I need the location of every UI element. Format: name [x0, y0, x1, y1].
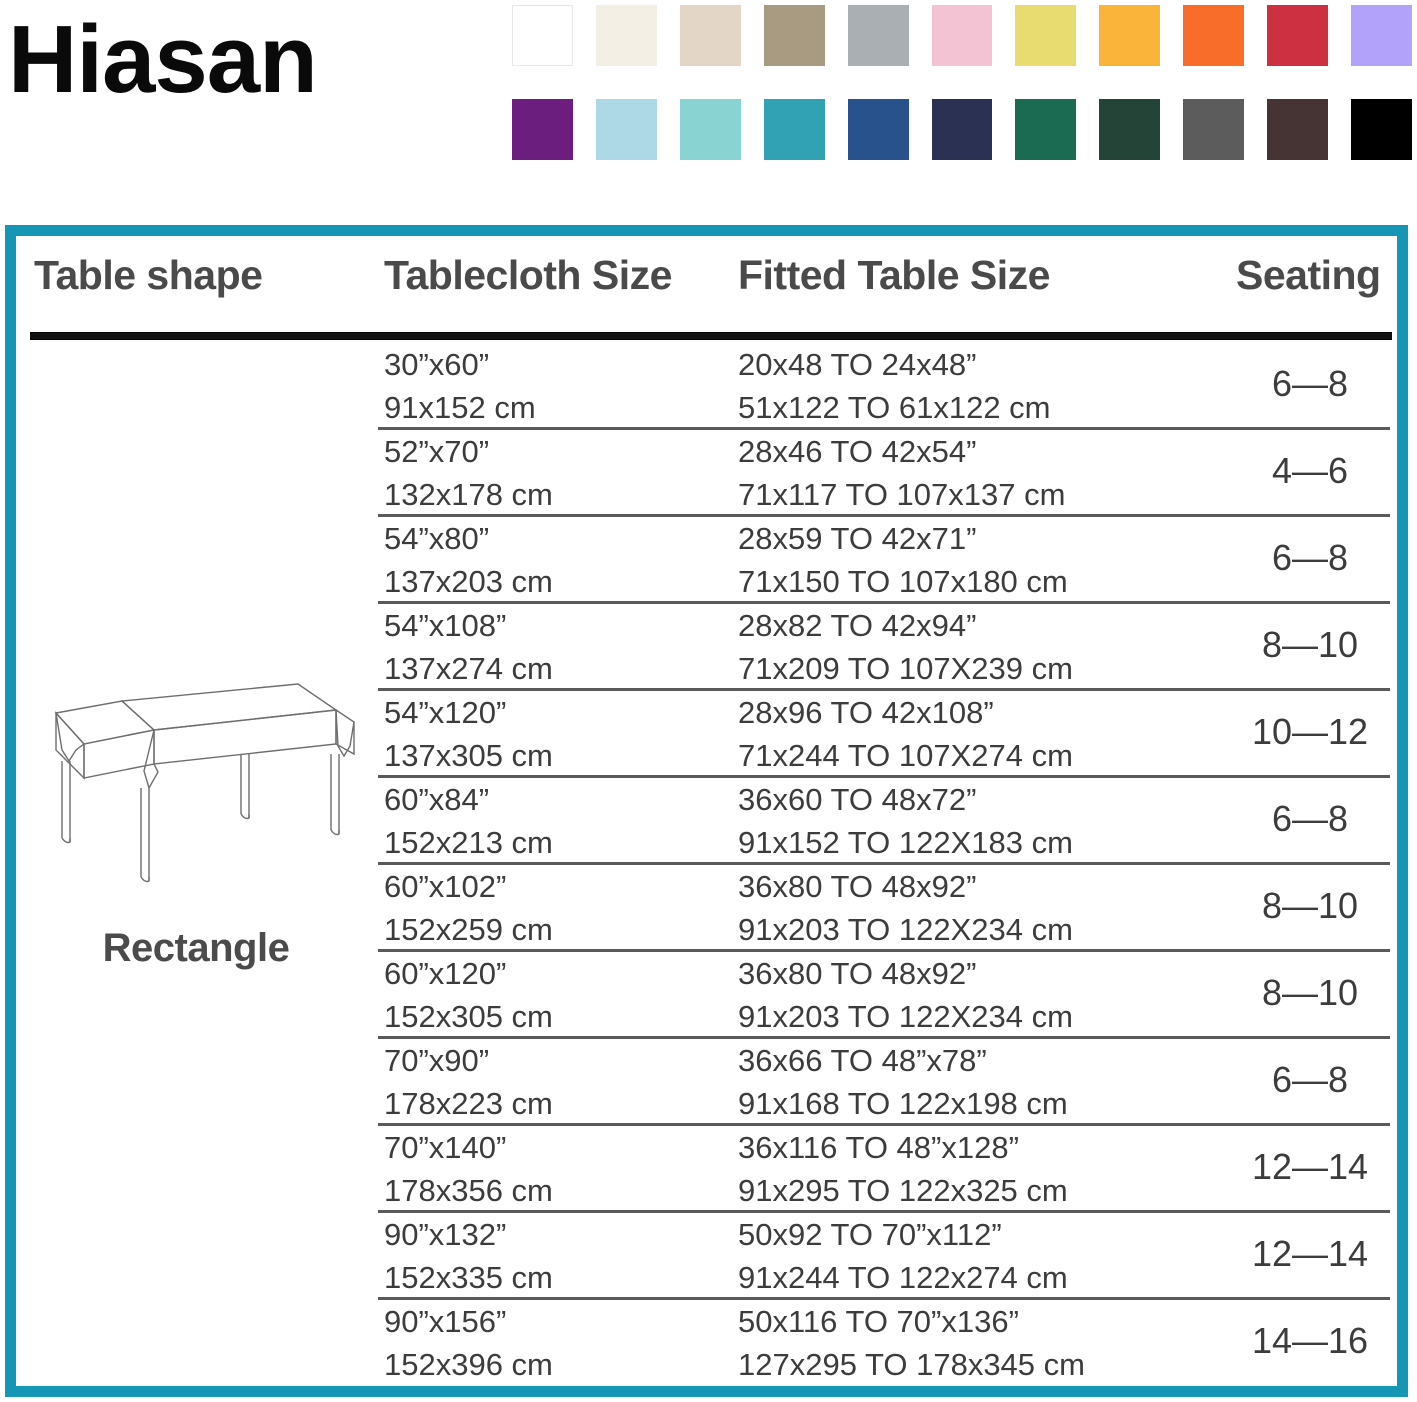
color-swatch-gray[interactable]	[847, 5, 909, 66]
table-shape-cell: Rectangle	[16, 666, 376, 971]
color-swatch-charcoal-gray[interactable]	[1183, 99, 1245, 160]
cell-tablecloth-size: 54”x120” 137x305 cm	[384, 695, 553, 773]
cell-tablecloth-size: 60”x102” 152x259 cm	[384, 869, 553, 947]
table-row: 60”x120” 152x305 cm 36x80 TO 48x92” 91x203 …	[16, 949, 1397, 1036]
color-swatch-grid	[512, 5, 1412, 193]
table-row: 54”x120” 137x305 cm 28x96 TO 42x108” 71x244…	[16, 688, 1397, 775]
cell-tablecloth-size: 60”x84” 152x213 cm	[384, 782, 553, 860]
cell-fitted-table-size: 36x116 TO 48”x128” 91x295 TO 122x325 cm	[738, 1130, 1068, 1208]
cell-seating: 12—14	[1251, 1146, 1369, 1187]
cell-fitted-table-size: 50x92 TO 70”x112” 91x244 TO 122x274 cm	[738, 1217, 1068, 1295]
table-row: 90”x156” 152x396 cm 50x116 TO 70”x136” 127x…	[16, 1297, 1397, 1384]
table-row: 70”x140” 178x356 cm 36x116 TO 48”x128” 91x2…	[16, 1123, 1397, 1210]
size-chart-card: Table shape Tablecloth Size Fitted Table…	[5, 225, 1408, 1397]
color-swatch-dark-green[interactable]	[1099, 99, 1161, 160]
table-row: 54”x108” 137x274 cm 28x82 TO 42x94” 71x209 …	[16, 601, 1397, 688]
cell-seating: 12—14	[1251, 1233, 1369, 1274]
color-swatch-taupe[interactable]	[763, 5, 825, 66]
cell-fitted-table-size: 28x46 TO 42x54” 71x117 TO 107x137 cm	[738, 434, 1066, 512]
cell-fitted-table-size: 36x60 TO 48x72” 91x152 TO 122X183 cm	[738, 782, 1073, 860]
cell-tablecloth-size: 90”x156” 152x396 cm	[384, 1304, 553, 1382]
swatch-row-2	[512, 99, 1412, 160]
color-swatch-yellow[interactable]	[1015, 5, 1077, 66]
column-header-tablecloth-size: Tablecloth Size	[384, 252, 672, 298]
rectangle-table-illustration	[54, 683, 355, 883]
color-swatch-teal[interactable]	[763, 99, 825, 160]
size-chart-rows: 30”x60” 91x152 cm 20x48 TO 24x48” 51x122 TO…	[16, 340, 1397, 1384]
cell-tablecloth-size: 54”x108” 137x274 cm	[384, 608, 553, 686]
color-swatch-navy[interactable]	[931, 99, 993, 160]
cell-seating: 8—10	[1261, 885, 1359, 926]
cell-fitted-table-size: 36x66 TO 48”x78” 91x168 TO 122x198 cm	[738, 1043, 1068, 1121]
color-swatch-white[interactable]	[512, 5, 573, 66]
cell-seating: 6—8	[1271, 537, 1349, 578]
cell-tablecloth-size: 70”x140” 178x356 cm	[384, 1130, 553, 1208]
color-swatch-red[interactable]	[1267, 5, 1329, 66]
color-swatch-pink[interactable]	[931, 5, 993, 66]
cell-fitted-table-size: 28x82 TO 42x94” 71x209 TO 107X239 cm	[738, 608, 1073, 686]
cell-fitted-table-size: 28x59 TO 42x71” 71x150 TO 107x180 cm	[738, 521, 1068, 599]
color-swatch-black[interactable]	[1351, 99, 1412, 160]
table-row: 60”x102” 152x259 cm 36x80 TO 48x92” 91x203 …	[16, 862, 1397, 949]
cell-seating: 8—10	[1261, 624, 1359, 665]
table-row: 52”x70” 132x178 cm 28x46 TO 42x54” 71x117 T…	[16, 427, 1397, 514]
color-swatch-aqua[interactable]	[679, 99, 741, 160]
cell-fitted-table-size: 36x80 TO 48x92” 91x203 TO 122X234 cm	[738, 956, 1073, 1034]
table-column-headers: Table shape Tablecloth Size Fitted Table…	[16, 252, 1397, 322]
cell-tablecloth-size: 30”x60” 91x152 cm	[384, 347, 536, 425]
color-swatch-orange[interactable]	[1183, 5, 1245, 66]
table-shape-label: Rectangle	[102, 926, 290, 970]
header-divider-rule	[30, 332, 1392, 340]
cell-seating: 4—6	[1271, 450, 1349, 491]
table-row: 70”x90” 178x223 cm 36x66 TO 48”x78” 91x168 …	[16, 1036, 1397, 1123]
cell-fitted-table-size: 20x48 TO 24x48” 51x122 TO 61x122 cm	[738, 347, 1051, 425]
cell-tablecloth-size: 90”x132” 152x335 cm	[384, 1217, 553, 1295]
cell-tablecloth-size: 70”x90” 178x223 cm	[384, 1043, 553, 1121]
cell-seating: 6—8	[1271, 1059, 1349, 1100]
cell-seating: 6—8	[1271, 363, 1349, 404]
table-row: 60”x84” 152x213 cm 36x60 TO 48x72” 91x152 T…	[16, 775, 1397, 862]
color-swatch-beige[interactable]	[679, 5, 741, 66]
column-header-fitted-table-size: Fitted Table Size	[738, 252, 1050, 298]
header-band: Hiasan	[0, 0, 1417, 200]
color-swatch-golden-yellow[interactable]	[1099, 5, 1161, 66]
color-swatch-green[interactable]	[1015, 99, 1077, 160]
color-swatch-cream[interactable]	[595, 5, 657, 66]
cell-fitted-table-size: 28x96 TO 42x108” 71x244 TO 107X274 cm	[738, 695, 1073, 773]
color-swatch-brown[interactable]	[1267, 99, 1329, 160]
color-swatch-lavender[interactable]	[1351, 5, 1412, 66]
cell-seating: 8—10	[1261, 972, 1359, 1013]
swatch-row-1	[512, 5, 1412, 66]
color-swatch-purple[interactable]	[512, 99, 573, 160]
color-swatch-light-blue[interactable]	[595, 99, 657, 160]
cell-tablecloth-size: 54”x80” 137x203 cm	[384, 521, 553, 599]
cell-seating: 6—8	[1271, 798, 1349, 839]
color-swatch-blue[interactable]	[847, 99, 909, 160]
cell-tablecloth-size: 52”x70” 132x178 cm	[384, 434, 553, 512]
cell-tablecloth-size: 60”x120” 152x305 cm	[384, 956, 553, 1034]
table-row: 54”x80” 137x203 cm 28x59 TO 42x71” 71x150 T…	[16, 514, 1397, 601]
table-row: 90”x132” 152x335 cm 50x92 TO 70”x112” 91x24…	[16, 1210, 1397, 1297]
column-header-table-shape: Table shape	[34, 252, 263, 298]
table-row: 30”x60” 91x152 cm 20x48 TO 24x48” 51x122 TO…	[16, 340, 1397, 427]
column-header-seating: Seating	[1236, 252, 1381, 298]
cell-fitted-table-size: 50x116 TO 70”x136” 127x295 TO 178x345 cm	[738, 1304, 1085, 1382]
cell-fitted-table-size: 36x80 TO 48x92” 91x203 TO 122X234 cm	[738, 869, 1073, 947]
brand-logo: Hiasan	[8, 6, 318, 113]
cell-seating: 14—16	[1251, 1320, 1369, 1361]
cell-seating: 10—12	[1251, 711, 1369, 752]
